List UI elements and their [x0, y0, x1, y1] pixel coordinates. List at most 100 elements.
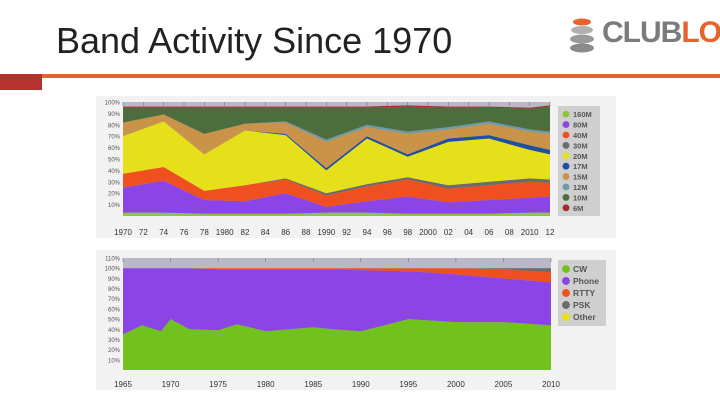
- y-tick-label: 30%: [108, 180, 121, 186]
- x-tick-label: 76: [180, 228, 189, 237]
- y-tick-label: 100%: [105, 101, 121, 107]
- x-tick-label: 04: [464, 228, 473, 237]
- mode-activity-chart: 10% 20% 30% 40% 50% 60% 70% 80% 90% 100% 110% 1965 1…: [96, 250, 616, 390]
- x-tick-label: 2010: [521, 228, 539, 237]
- x-tick-label: 2000: [447, 380, 465, 389]
- legend-swatch-12m: [562, 183, 570, 191]
- legend-swatch-phone: [562, 277, 570, 285]
- slide-title: Band Activity Since 1970: [56, 20, 453, 61]
- x-tick-label: 1990: [317, 228, 335, 237]
- x-tick-label: 1980: [216, 228, 234, 237]
- legend-swatch-psk: [562, 301, 570, 309]
- legend-label-6m: 6M: [573, 204, 583, 213]
- x-tick-label: 1970: [114, 228, 132, 237]
- x-tick-label: 1985: [304, 380, 322, 389]
- legend-label-80m: 80M: [573, 121, 588, 130]
- legend-label-10m: 10M: [573, 193, 588, 202]
- x-tick-label: 08: [505, 228, 514, 237]
- y-tick-label: 30%: [108, 338, 121, 344]
- series-area-psk: [123, 268, 551, 273]
- x-tick-label: 1975: [209, 380, 227, 389]
- legend-swatch-cw: [562, 265, 570, 273]
- y-tick-label: 50%: [108, 158, 121, 164]
- legend-swatch-80m: [562, 121, 570, 129]
- y-tick-label: 70%: [108, 297, 121, 303]
- legend-label-psk: PSK: [573, 300, 591, 310]
- series-area-rtty: [123, 268, 551, 283]
- legend-swatch-rtty: [562, 289, 570, 297]
- x-tick-label: 84: [261, 228, 270, 237]
- series-area-15m: [123, 114, 550, 169]
- y-tick-label: 20%: [108, 192, 121, 198]
- x-tick-label: 06: [485, 228, 494, 237]
- x-tick-label: 02: [444, 228, 453, 237]
- y-tick-label: 90%: [108, 112, 121, 118]
- x-tick-label: 98: [403, 228, 412, 237]
- y-tick-label: 80%: [108, 287, 121, 293]
- title-rule-accent: [0, 74, 42, 90]
- x-tick-label: 2000: [419, 228, 437, 237]
- legend-swatch-20m: [562, 152, 570, 160]
- x-tick-label: 12: [546, 228, 555, 237]
- legend-swatch-15m: [562, 173, 570, 181]
- x-tick-label: 74: [159, 228, 168, 237]
- x-tick-label: 1970: [162, 380, 180, 389]
- x-tick-label: 72: [139, 228, 148, 237]
- x-tick-label: 86: [281, 228, 290, 237]
- x-tick-label: 2005: [495, 380, 513, 389]
- x-tick-label: 1990: [352, 380, 370, 389]
- legend-swatch-10m: [562, 193, 570, 201]
- y-tick-label: 100%: [105, 267, 121, 273]
- series-area-phone: [123, 268, 551, 335]
- legend-label-17m: 17M: [573, 162, 588, 171]
- x-tick-label: 92: [342, 228, 351, 237]
- logo-text-main: CLUB: [602, 16, 682, 49]
- band-activity-chart: 10% 20% 30% 40% 50% 60% 70% 80% 90% 100% 1970 72 74 7…: [96, 96, 616, 238]
- series-area-17m: [123, 121, 550, 171]
- y-tick-label: 90%: [108, 277, 121, 283]
- legend-swatch-6m: [562, 204, 570, 212]
- legend-swatch-160m: [562, 110, 570, 118]
- legend-swatch-40m: [562, 131, 570, 139]
- legend-swatch-17m: [562, 162, 570, 170]
- series-area-40m: [123, 167, 550, 207]
- y-tick-label: 60%: [108, 146, 121, 152]
- y-tick-label: 40%: [108, 169, 121, 175]
- series-area-20m: [123, 121, 550, 194]
- legend-label-12m: 12M: [573, 183, 588, 192]
- legend-label-rtty: RTTY: [573, 288, 596, 298]
- y-tick-label: 80%: [108, 123, 121, 129]
- x-tick-label: 78: [200, 228, 209, 237]
- legend-label-40m: 40M: [573, 131, 588, 140]
- legend-label-cw: CW: [573, 264, 588, 274]
- series-area-160m: [123, 212, 550, 216]
- legend-label-20m: 20M: [573, 152, 588, 161]
- series-area-cw: [123, 319, 551, 370]
- x-tick-label: 1995: [399, 380, 417, 389]
- clublog-logo-text: CLUBLOG: [602, 16, 720, 50]
- y-tick-label: 110%: [105, 257, 121, 263]
- y-tick-label: 70%: [108, 135, 121, 141]
- logo-text-accent: LOG: [681, 16, 720, 49]
- title-rule: [42, 74, 720, 78]
- x-tick-label: 2010: [542, 380, 560, 389]
- y-tick-label: 50%: [108, 318, 121, 324]
- clublog-logo: CLUBLOG: [566, 14, 720, 54]
- legend-label-160m: 160M: [573, 110, 592, 119]
- series-area-12m: [123, 114, 550, 142]
- clublog-logo-icon: [570, 18, 594, 53]
- series-area-10m: [123, 106, 550, 140]
- y-tick-label: 10%: [108, 203, 121, 209]
- legend-label-30m: 30M: [573, 141, 588, 150]
- series-area-80m: [123, 180, 550, 214]
- legend-swatch-30m: [562, 141, 570, 149]
- legend-label-phone: Phone: [573, 276, 599, 286]
- y-tick-label: 20%: [108, 348, 121, 354]
- y-tick-label: 60%: [108, 307, 121, 313]
- x-tick-label: 96: [383, 228, 392, 237]
- x-tick-label: 94: [363, 228, 372, 237]
- y-tick-label: 10%: [108, 358, 121, 364]
- legend-swatch-other: [562, 313, 570, 321]
- x-tick-label: 1980: [257, 380, 275, 389]
- legend-label-15m: 15M: [573, 173, 588, 182]
